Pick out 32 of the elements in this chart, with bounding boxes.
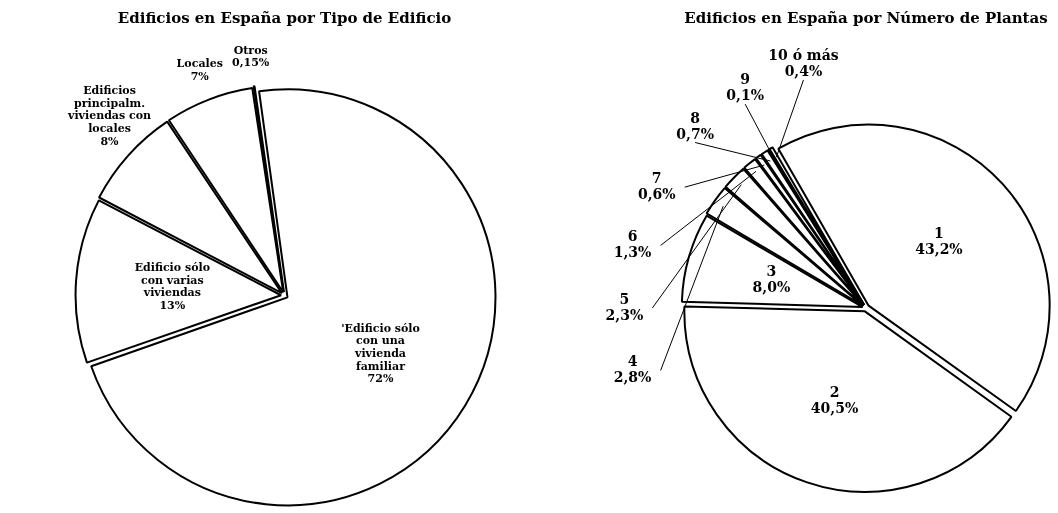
data-label: 0,15% <box>232 56 270 70</box>
slice-label: Edificio sólo con varias viviendas <box>134 261 210 300</box>
slice-label: 3 <box>766 263 777 280</box>
data-label: 8% <box>100 134 120 148</box>
data-label: 72% <box>367 372 394 386</box>
data-label: 0,4% <box>784 63 823 80</box>
slice-label: 7 <box>651 169 662 186</box>
slice-label: Edificios principalm. viviendas con locales <box>67 83 152 135</box>
data-label: 0,6% <box>637 185 676 202</box>
data-label: 2,3% <box>605 306 644 323</box>
slice-label: 2 <box>829 383 840 400</box>
slice-label: Otros <box>233 43 268 57</box>
slice-label: 5 <box>619 290 630 307</box>
data-label: 43,2% <box>915 240 963 257</box>
slice-label: 1 <box>934 224 944 241</box>
data-label: 7% <box>190 69 210 83</box>
data-label: 2,8% <box>613 369 652 386</box>
chart-title: Edificios en España por Tipo de Edificio <box>117 8 452 27</box>
data-label: 13% <box>159 299 186 313</box>
slice-label: 9 <box>740 71 751 88</box>
data-label: 0,1% <box>726 87 765 104</box>
chart-title: Edificios en España por Número de Plantas <box>684 8 1048 27</box>
slice-label: Locales <box>176 57 223 71</box>
slice-label: 'Edificio sólo con una vivienda familiar <box>341 321 420 373</box>
data-label: 40,5% <box>810 399 859 416</box>
slice-label: 4 <box>627 353 638 370</box>
slice-label: 8 <box>690 109 700 126</box>
slice-label: 10 ó más <box>768 47 839 64</box>
data-label: 1,3% <box>613 244 652 261</box>
data-label: 8,0% <box>752 279 791 296</box>
data-label: 0,7% <box>676 125 714 142</box>
slice-label: 6 <box>627 228 638 245</box>
